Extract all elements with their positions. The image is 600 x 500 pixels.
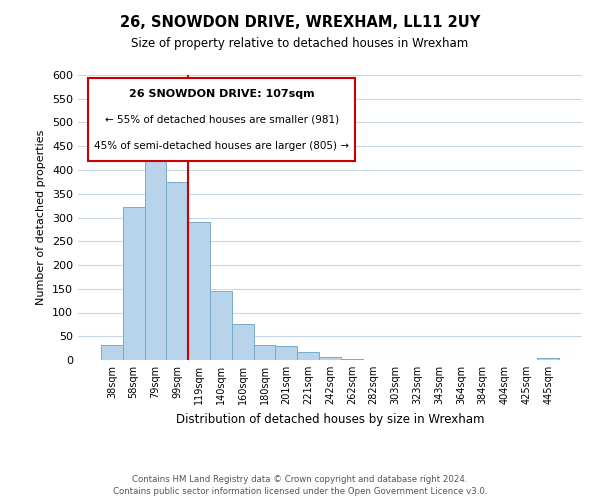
Text: 26, SNOWDON DRIVE, WREXHAM, LL11 2UY: 26, SNOWDON DRIVE, WREXHAM, LL11 2UY: [120, 15, 480, 30]
Text: 45% of semi-detached houses are larger (805) →: 45% of semi-detached houses are larger (…: [94, 140, 349, 150]
Text: Contains public sector information licensed under the Open Government Licence v3: Contains public sector information licen…: [113, 487, 487, 496]
Text: 26 SNOWDON DRIVE: 107sqm: 26 SNOWDON DRIVE: 107sqm: [129, 89, 314, 99]
Y-axis label: Number of detached properties: Number of detached properties: [37, 130, 46, 305]
Bar: [188, 222, 210, 360]
Text: Contains HM Land Registry data © Crown copyright and database right 2024.: Contains HM Land Registry data © Crown c…: [132, 475, 468, 484]
Bar: [319, 356, 341, 360]
Bar: [166, 182, 188, 360]
Bar: [537, 358, 559, 360]
X-axis label: Distribution of detached houses by size in Wrexham: Distribution of detached houses by size …: [176, 412, 484, 426]
Bar: [101, 345, 123, 360]
Bar: [123, 207, 145, 360]
Bar: [145, 130, 166, 360]
FancyBboxPatch shape: [88, 78, 355, 160]
Text: ← 55% of detached houses are smaller (981): ← 55% of detached houses are smaller (98…: [104, 115, 339, 125]
Bar: [297, 352, 319, 360]
Text: Size of property relative to detached houses in Wrexham: Size of property relative to detached ho…: [131, 38, 469, 51]
Bar: [275, 346, 297, 360]
Bar: [254, 345, 275, 360]
Bar: [341, 359, 363, 360]
Bar: [210, 291, 232, 360]
Bar: [232, 324, 254, 360]
